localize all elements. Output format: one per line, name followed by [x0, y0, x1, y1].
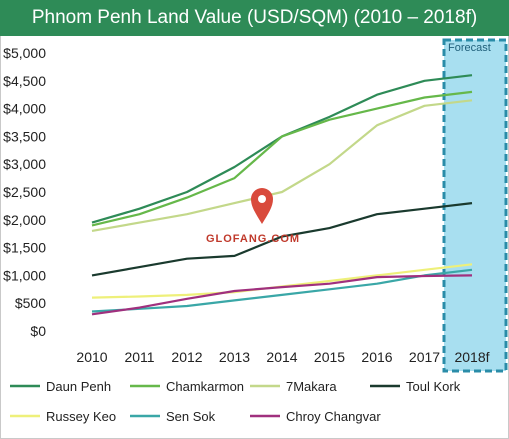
- legend-label: Toul Kork: [406, 379, 461, 394]
- x-tick-label: 2016: [361, 349, 392, 365]
- x-tick-label: 2012: [171, 349, 202, 365]
- x-tick-label: 2017: [409, 349, 440, 365]
- y-tick-label: $1,500: [3, 240, 46, 256]
- legend-label: Chamkarmon: [166, 379, 244, 394]
- y-axis: $0 $500 $1,000 $1,500 $2,000 $2,500 $3,000 $3,5…: [3, 45, 46, 339]
- y-tick-label: $4,500: [3, 73, 46, 89]
- map-pin-icon: [251, 188, 273, 224]
- x-tick-label: 2018f: [454, 349, 489, 365]
- x-tick-label: 2010: [76, 349, 107, 365]
- watermark-text: GLOFANG.COM: [206, 233, 300, 245]
- chart-area: Forecast $0$500$1,000$1,500$2,000$2,500$…: [3, 38, 508, 424]
- series-line: [91, 268, 473, 313]
- series-line: [91, 263, 473, 299]
- x-tick-label: 2013: [219, 349, 250, 365]
- chart-title: Phnom Penh Land Value (USD/SQM) (2010 – …: [0, 0, 509, 36]
- series-line: [91, 74, 473, 224]
- series-line: [91, 90, 473, 227]
- y-tick-label: $3,000: [3, 156, 46, 172]
- legend-label: Daun Penh: [46, 379, 111, 394]
- legend-label: Chroy Changvar: [286, 409, 381, 424]
- legend-label: 7Makara: [286, 379, 337, 394]
- series-line: [91, 99, 473, 232]
- x-tick-label: 2015: [314, 349, 345, 365]
- y-tick-label: $4,000: [3, 101, 46, 117]
- x-axis: 2010 2011 2012 2013 2014 2015 2016 2017 2018f: [76, 349, 489, 365]
- series-line: [91, 202, 473, 277]
- y-tick-label: $2,500: [3, 184, 46, 200]
- x-tick-label: 2014: [266, 349, 297, 365]
- y-tick-label: $2,000: [3, 212, 46, 228]
- forecast-label: Forecast: [448, 42, 491, 54]
- y-tick-label: $3,500: [3, 128, 46, 144]
- legend-label: Russey Keo: [46, 409, 116, 424]
- y-tick-label: $0: [30, 323, 46, 339]
- legend: Daun Penh Chamkarmon 7Makara Toul Kork Russe…: [10, 379, 461, 424]
- y-tick-label: $5,000: [3, 45, 46, 61]
- watermark: GLOFANG.COM: [206, 188, 300, 245]
- legend-label: Sen Sok: [166, 409, 216, 424]
- series-lines: [91, 74, 473, 316]
- y-tick-label: $1,000: [3, 267, 46, 283]
- series-line: [91, 274, 473, 316]
- y-tick-label: $500: [15, 295, 46, 311]
- map-pin-icon-dot: [258, 195, 266, 203]
- x-tick-label: 2011: [124, 349, 154, 365]
